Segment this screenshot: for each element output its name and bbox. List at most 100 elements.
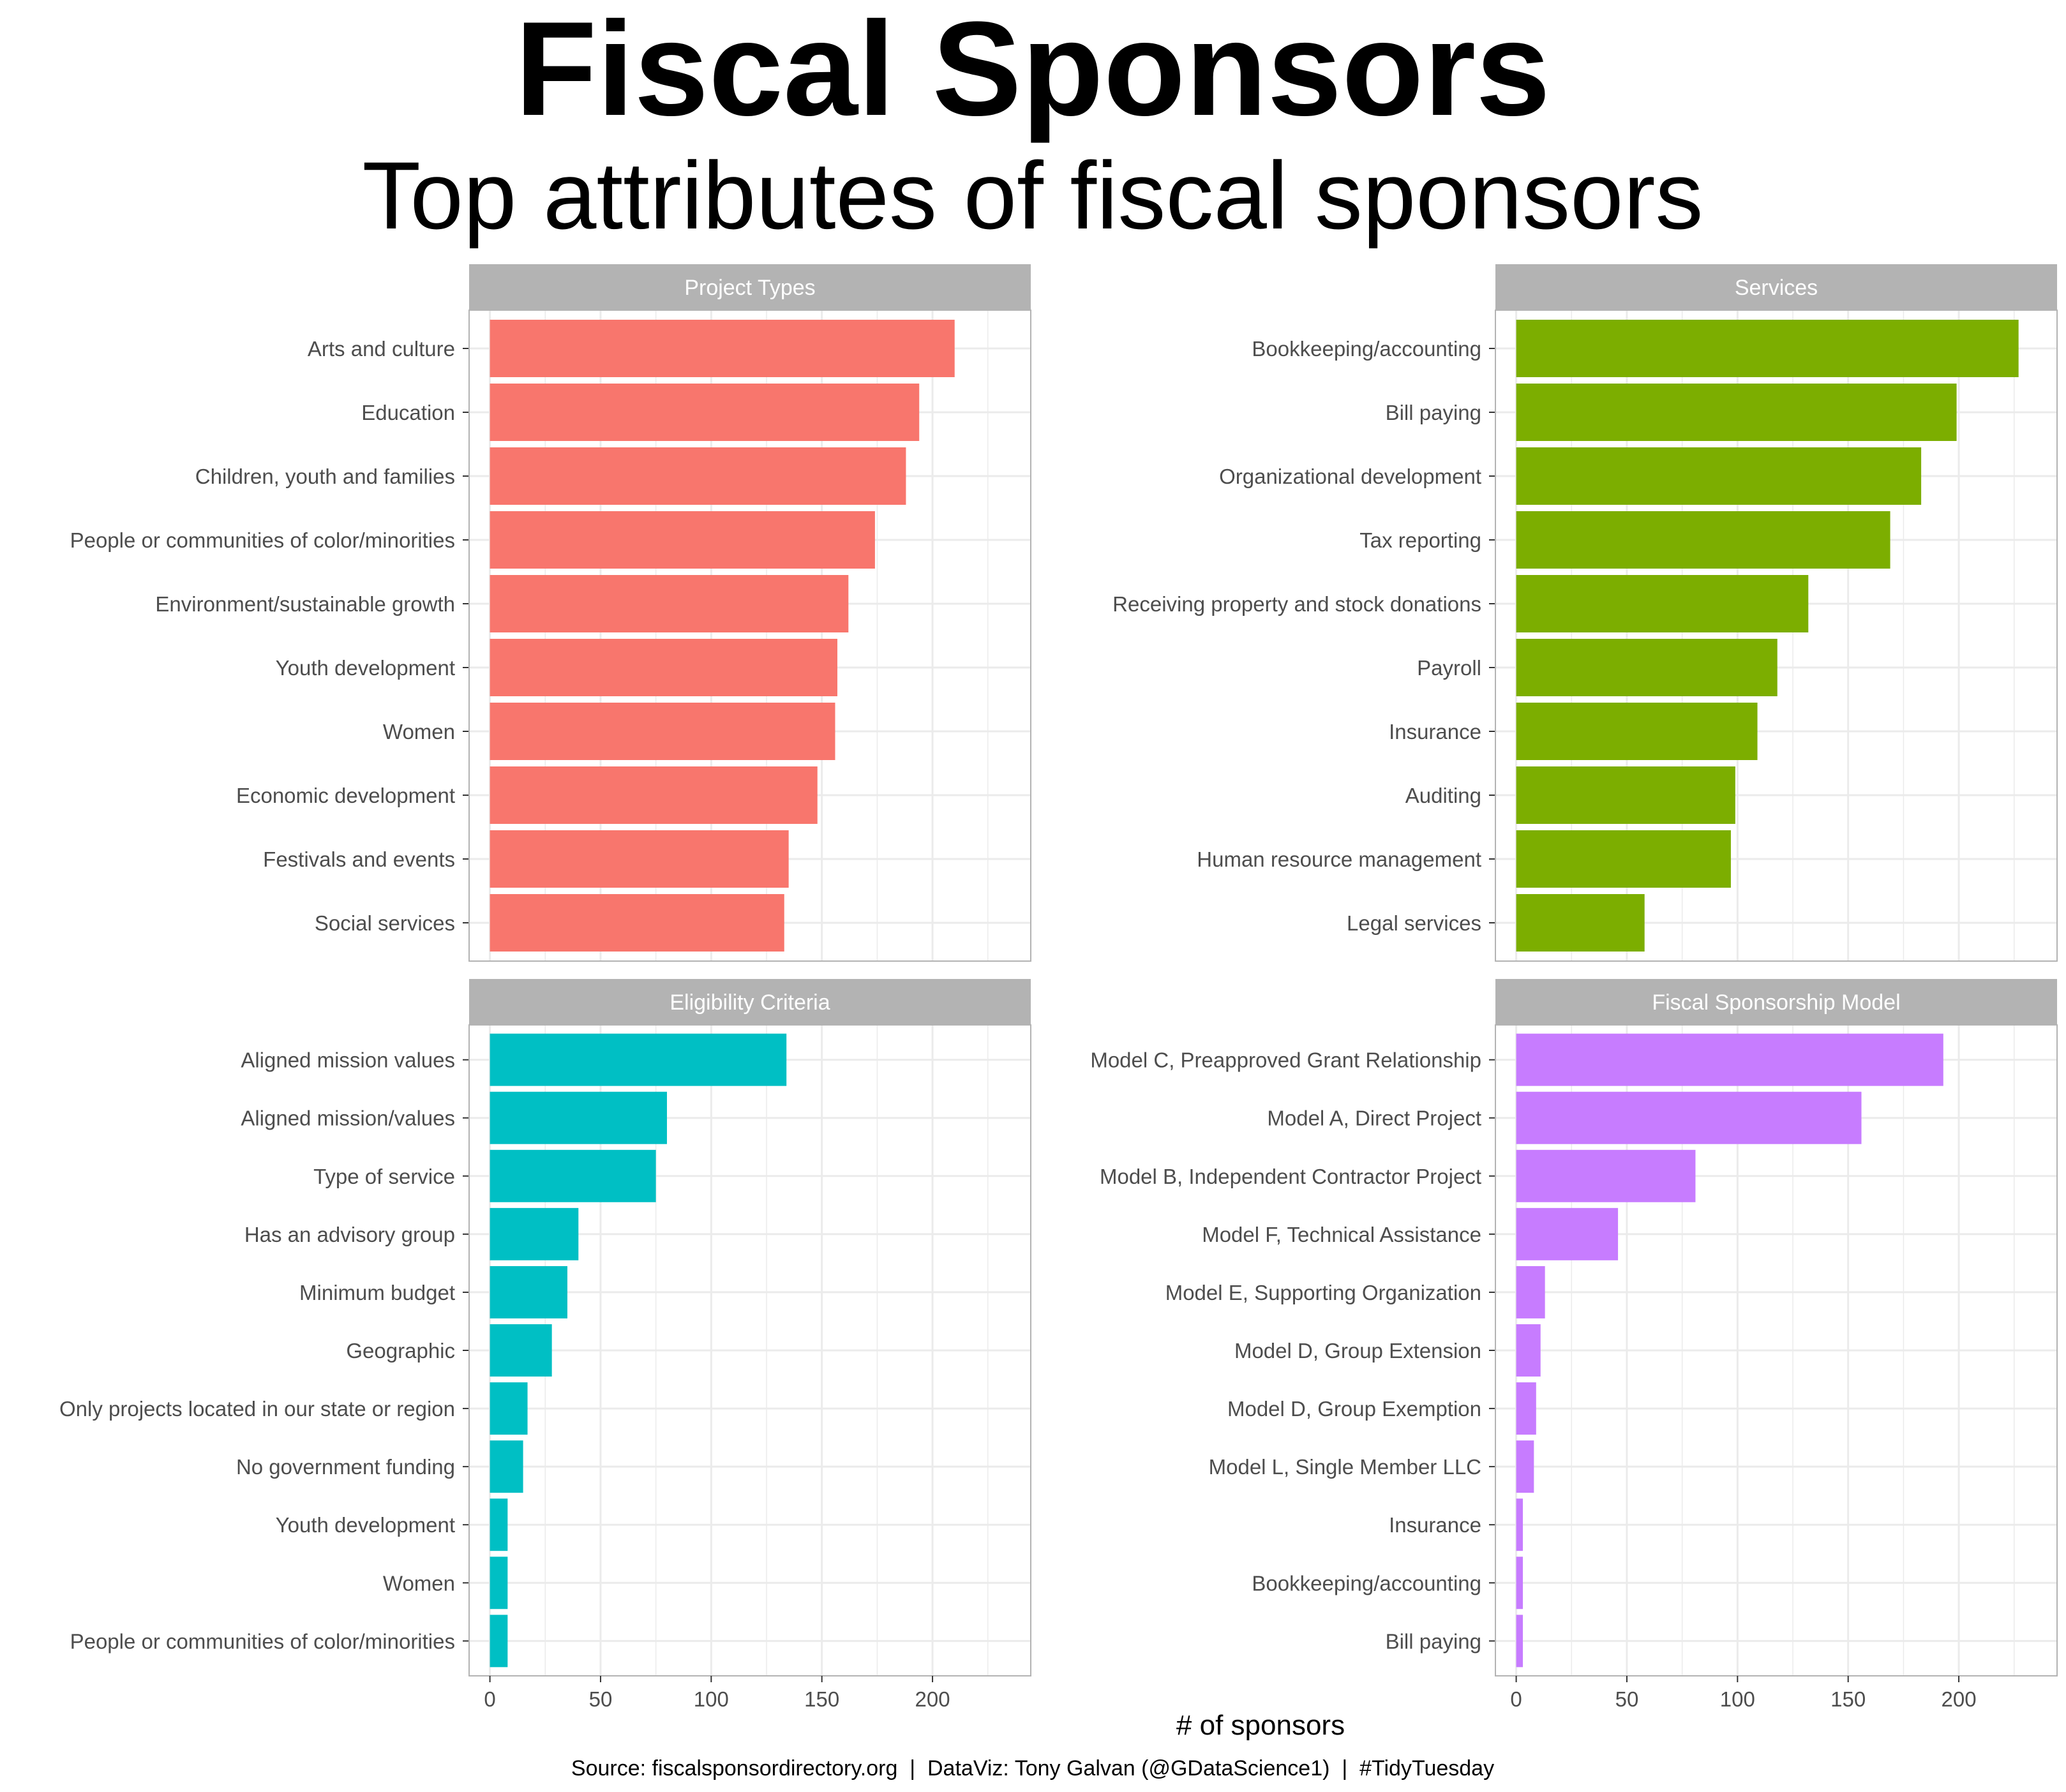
bar [490, 1207, 579, 1260]
bar [490, 320, 955, 377]
bar [490, 1091, 667, 1144]
bar [1516, 1382, 1536, 1435]
category-label: Model C, Preapproved Grant Relationship [1090, 1049, 1481, 1072]
panel-strip [469, 979, 1031, 1025]
bar [1516, 1091, 1862, 1144]
bar [1516, 1149, 1696, 1202]
category-label: Aligned mission values [241, 1049, 455, 1072]
category-label: Bill paying [1386, 401, 1481, 424]
bar [1516, 1557, 1523, 1609]
bar [490, 1382, 528, 1435]
panel-3: Eligibility Criteria Aligned mission valu… [59, 979, 1031, 1711]
panel-strip-label: Project Types [684, 276, 815, 300]
category-label: Geographic [346, 1339, 455, 1363]
x-tick-label: 100 [694, 1687, 729, 1711]
bar [490, 1033, 787, 1086]
bar [490, 1557, 508, 1609]
panel-border [1495, 1024, 2058, 1676]
category-label: Model L, Single Member LLC [1209, 1455, 1481, 1479]
category-label: Aligned mission/values [241, 1107, 455, 1130]
bar [490, 575, 849, 632]
category-label: Payroll [1417, 656, 1481, 680]
bar [1516, 639, 1778, 696]
bar [1516, 1440, 1534, 1493]
bar [1516, 894, 1645, 952]
x-tick-label: 150 [804, 1687, 839, 1711]
bar [1516, 384, 1957, 441]
panel-2: Services Bookkeeping/accounting Bill payin… [1112, 264, 2058, 962]
category-label: Organizational development [1219, 465, 1481, 488]
chart-subtitle: Top attributes of fiscal sponsors [362, 142, 1703, 249]
panels-group: Project Types Arts and culture Education Ch… [59, 264, 2058, 1711]
x-tick-label: 0 [484, 1687, 495, 1711]
panel-strip-label: Eligibility Criteria [670, 990, 830, 1015]
category-label: Women [383, 1571, 455, 1595]
bar [490, 830, 789, 888]
category-label: Social services [315, 911, 455, 935]
bar [490, 703, 835, 760]
category-label: Youth development [276, 656, 455, 680]
category-label: Bookkeeping/accounting [1252, 337, 1481, 361]
panel-strip [1495, 264, 2057, 310]
panel-border [1495, 310, 2058, 962]
bar [1516, 320, 2019, 377]
category-label: Model E, Supporting Organization [1165, 1281, 1481, 1304]
category-label: Model D, Group Extension [1234, 1339, 1481, 1363]
category-label: Model F, Technical Assistance [1202, 1223, 1481, 1246]
panel-strip-label: Services [1735, 276, 1818, 300]
x-axis-title: # of sponsors [1176, 1710, 1345, 1741]
category-label: Arts and culture [308, 337, 455, 361]
x-tick-label: 200 [915, 1687, 950, 1711]
category-label: Model D, Group Exemption [1227, 1397, 1481, 1421]
bar [1516, 703, 1758, 760]
bar [1516, 511, 1890, 569]
category-label: Model A, Direct Project [1267, 1107, 1481, 1130]
bar [490, 639, 837, 696]
bar [490, 894, 784, 952]
category-label: People or communities of color/minoritie… [70, 528, 455, 552]
category-label: Environment/sustainable growth [155, 592, 455, 616]
x-tick-label: 0 [1510, 1687, 1522, 1711]
panel-border [468, 1024, 1031, 1676]
category-label: Festivals and events [263, 847, 455, 871]
category-label: Only projects located in our state or re… [59, 1397, 455, 1421]
bar [1516, 447, 1922, 505]
chart-title: Fiscal Sponsors [515, 0, 1550, 144]
panel-4: Fiscal Sponsorship Model Model C, Preappr… [1090, 979, 2058, 1711]
category-label: Youth development [276, 1513, 455, 1537]
bar [490, 1266, 567, 1318]
x-tick-label: 50 [1615, 1687, 1639, 1711]
category-label: Legal services [1347, 911, 1481, 935]
category-label: Children, youth and families [195, 465, 455, 488]
panel-strip [1495, 979, 2057, 1025]
bar [1516, 1207, 1619, 1260]
category-label: Bookkeeping/accounting [1252, 1571, 1481, 1595]
bar [490, 1498, 508, 1551]
bar [490, 1324, 552, 1377]
chart-caption: Source: fiscalsponsordirectory.org | Dat… [571, 1756, 1494, 1781]
category-label: Tax reporting [1359, 528, 1481, 552]
category-label: Auditing [1405, 784, 1481, 807]
bar [490, 1149, 656, 1202]
category-label: Education [361, 401, 455, 424]
bar [490, 1615, 508, 1668]
bar [490, 511, 875, 569]
panel-strip-label: Fiscal Sponsorship Model [1652, 990, 1900, 1015]
category-label: Insurance [1389, 1513, 1481, 1537]
panel-1: Project Types Arts and culture Education Ch… [70, 264, 1031, 962]
bar [490, 447, 906, 505]
bar [1516, 575, 1809, 632]
x-tick-label: 100 [1720, 1687, 1755, 1711]
bar [490, 384, 920, 441]
category-label: Women [383, 720, 455, 743]
bar [1516, 830, 1731, 888]
bar [1516, 1324, 1541, 1377]
category-label: Model B, Independent Contractor Project [1100, 1165, 1481, 1188]
bar [1516, 1498, 1523, 1551]
x-tick-label: 50 [589, 1687, 613, 1711]
category-label: Insurance [1389, 720, 1481, 743]
bar [1516, 766, 1735, 824]
bar [1516, 1033, 1943, 1086]
x-tick-label: 200 [1942, 1687, 1977, 1711]
